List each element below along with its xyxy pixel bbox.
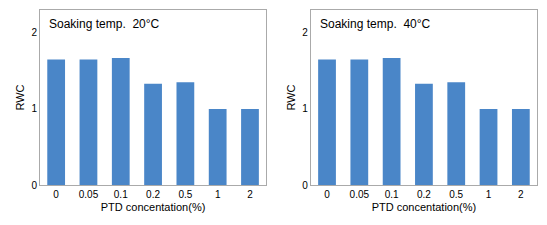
svg-text:1: 1 (302, 103, 308, 114)
svg-text:2: 2 (302, 27, 308, 38)
svg-text:2: 2 (247, 189, 253, 200)
svg-text:1: 1 (31, 103, 37, 114)
svg-text:1: 1 (215, 189, 221, 200)
svg-text:0.05: 0.05 (79, 189, 99, 200)
svg-text:2: 2 (518, 189, 524, 200)
svg-text:0.1: 0.1 (385, 189, 399, 200)
svg-text:1: 1 (486, 189, 492, 200)
svg-text:RWC: RWC (285, 84, 297, 110)
svg-text:0: 0 (324, 189, 330, 200)
svg-text:0.2: 0.2 (146, 189, 160, 200)
svg-text:PTD concentation(%): PTD concentation(%) (101, 201, 206, 213)
svg-text:0.5: 0.5 (449, 189, 463, 200)
svg-text:0.2: 0.2 (417, 189, 431, 200)
svg-text:2: 2 (31, 27, 37, 38)
svg-text:0: 0 (31, 180, 37, 191)
svg-text:Soaking temp. 20°C: Soaking temp. 20°C (49, 17, 160, 31)
svg-text:0.5: 0.5 (178, 189, 192, 200)
svg-text:0.1: 0.1 (114, 189, 128, 200)
svg-text:0: 0 (302, 180, 308, 191)
svg-text:0: 0 (53, 189, 59, 200)
svg-text:PTD concentation(%): PTD concentation(%) (372, 201, 477, 213)
svg-text:0.05: 0.05 (350, 189, 370, 200)
svg-text:RWC: RWC (14, 84, 26, 110)
svg-text:Soaking temp. 40°C: Soaking temp. 40°C (320, 17, 431, 31)
